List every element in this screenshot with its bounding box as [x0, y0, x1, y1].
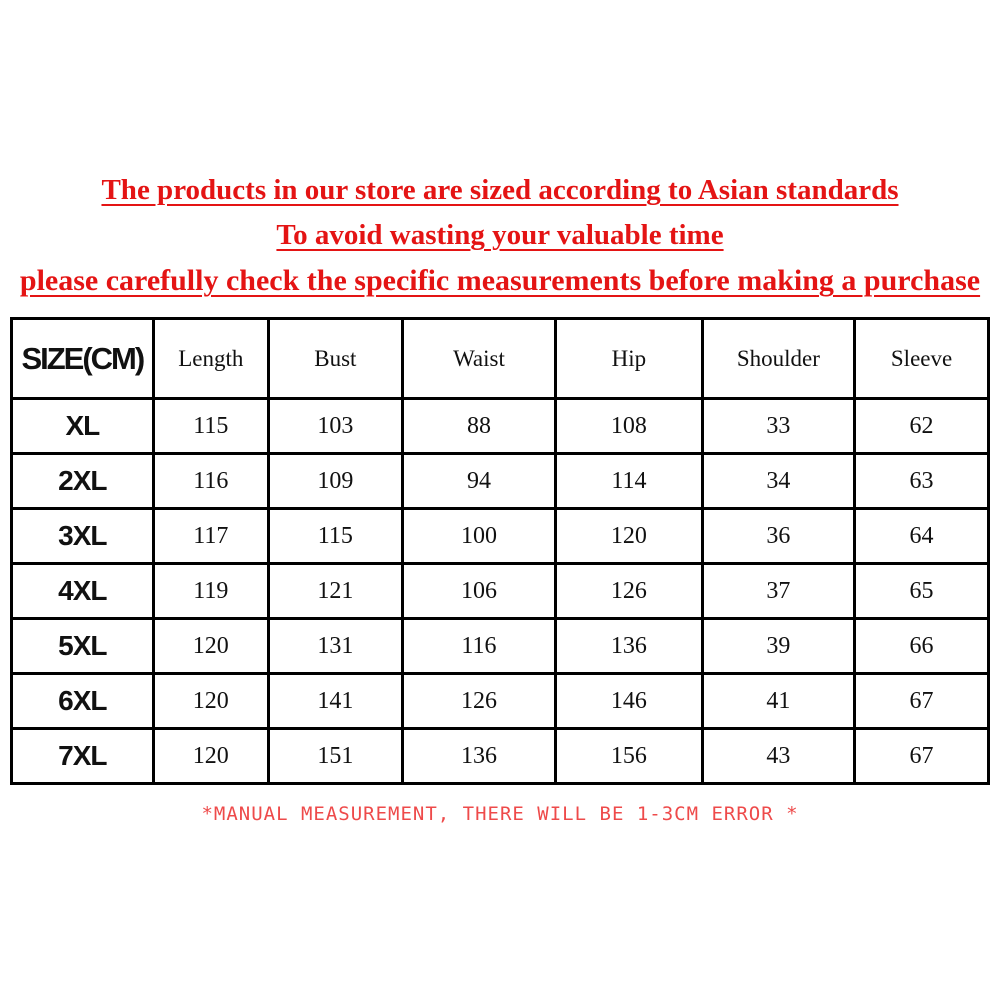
bust-cell: 151 — [266, 727, 404, 785]
table-row: 3XL 117 115 100 120 36 64 — [10, 507, 990, 565]
waist-cell: 116 — [400, 617, 558, 675]
size-cell: 2XL — [10, 452, 155, 510]
table-header-row: SIZE(CM) Length Bust Waist Hip Shoulder … — [10, 317, 990, 400]
column-header-hip: Hip — [554, 317, 704, 400]
length-cell: 120 — [151, 727, 270, 785]
measurement-error-note: *MANUAL MEASUREMENT, THERE WILL BE 1-3CM… — [201, 803, 799, 825]
sleeve-cell: 62 — [853, 397, 990, 455]
length-cell: 120 — [151, 617, 270, 675]
notice-line-3: please carefully check the specific meas… — [19, 264, 981, 297]
size-cell: 7XL — [10, 727, 155, 785]
bust-cell: 115 — [266, 507, 404, 565]
hip-cell: 120 — [554, 507, 704, 565]
shoulder-cell: 39 — [700, 617, 857, 675]
bust-cell: 121 — [266, 562, 404, 620]
sleeve-cell: 63 — [853, 452, 990, 510]
length-cell: 116 — [151, 452, 270, 510]
size-cell: 5XL — [10, 617, 155, 675]
notice-line-1: The products in our store are sized acco… — [101, 174, 899, 206]
sleeve-cell: 64 — [853, 507, 990, 565]
bust-cell: 109 — [266, 452, 404, 510]
column-header-sleeve: Sleeve — [853, 317, 990, 400]
bust-cell: 141 — [266, 672, 404, 730]
table-row: 6XL 120 141 126 146 41 67 — [10, 672, 990, 730]
hip-cell: 108 — [554, 397, 704, 455]
size-cell: 3XL — [10, 507, 155, 565]
shoulder-cell: 36 — [700, 507, 857, 565]
column-header-length: Length — [151, 317, 270, 400]
size-cell: 4XL — [10, 562, 155, 620]
sleeve-cell: 65 — [853, 562, 990, 620]
table-row: 7XL 120 151 136 156 43 67 — [10, 727, 990, 785]
waist-cell: 88 — [400, 397, 558, 455]
sleeve-cell: 67 — [853, 727, 990, 785]
length-cell: 119 — [151, 562, 270, 620]
shoulder-cell: 34 — [700, 452, 857, 510]
waist-cell: 100 — [400, 507, 558, 565]
bust-cell: 131 — [266, 617, 404, 675]
size-cell: XL — [10, 397, 155, 455]
length-cell: 120 — [151, 672, 270, 730]
column-header-bust: Bust — [266, 317, 404, 400]
shoulder-cell: 41 — [700, 672, 857, 730]
sizing-notice: The products in our store are sized acco… — [0, 168, 1000, 303]
hip-cell: 114 — [554, 452, 704, 510]
waist-cell: 126 — [400, 672, 558, 730]
table-row: 5XL 120 131 116 136 39 66 — [10, 617, 990, 675]
length-cell: 117 — [151, 507, 270, 565]
sleeve-cell: 67 — [853, 672, 990, 730]
table-row: XL 115 103 88 108 33 62 — [10, 397, 990, 455]
shoulder-cell: 43 — [700, 727, 857, 785]
shoulder-cell: 33 — [700, 397, 857, 455]
waist-cell: 106 — [400, 562, 558, 620]
column-header-shoulder: Shoulder — [700, 317, 857, 400]
waist-cell: 136 — [400, 727, 558, 785]
bust-cell: 103 — [266, 397, 404, 455]
shoulder-cell: 37 — [700, 562, 857, 620]
sleeve-cell: 66 — [853, 617, 990, 675]
hip-cell: 126 — [554, 562, 704, 620]
column-header-size: SIZE(CM) — [10, 317, 155, 400]
size-chart-table: SIZE(CM) Length Bust Waist Hip Shoulder … — [10, 317, 990, 785]
size-cell: 6XL — [10, 672, 155, 730]
table-row: 4XL 119 121 106 126 37 65 — [10, 562, 990, 620]
notice-line-2: To avoid wasting your valuable time — [276, 219, 724, 251]
table-row: 2XL 116 109 94 114 34 63 — [10, 452, 990, 510]
hip-cell: 146 — [554, 672, 704, 730]
hip-cell: 136 — [554, 617, 704, 675]
waist-cell: 94 — [400, 452, 558, 510]
length-cell: 115 — [151, 397, 270, 455]
column-header-waist: Waist — [400, 317, 558, 400]
hip-cell: 156 — [554, 727, 704, 785]
